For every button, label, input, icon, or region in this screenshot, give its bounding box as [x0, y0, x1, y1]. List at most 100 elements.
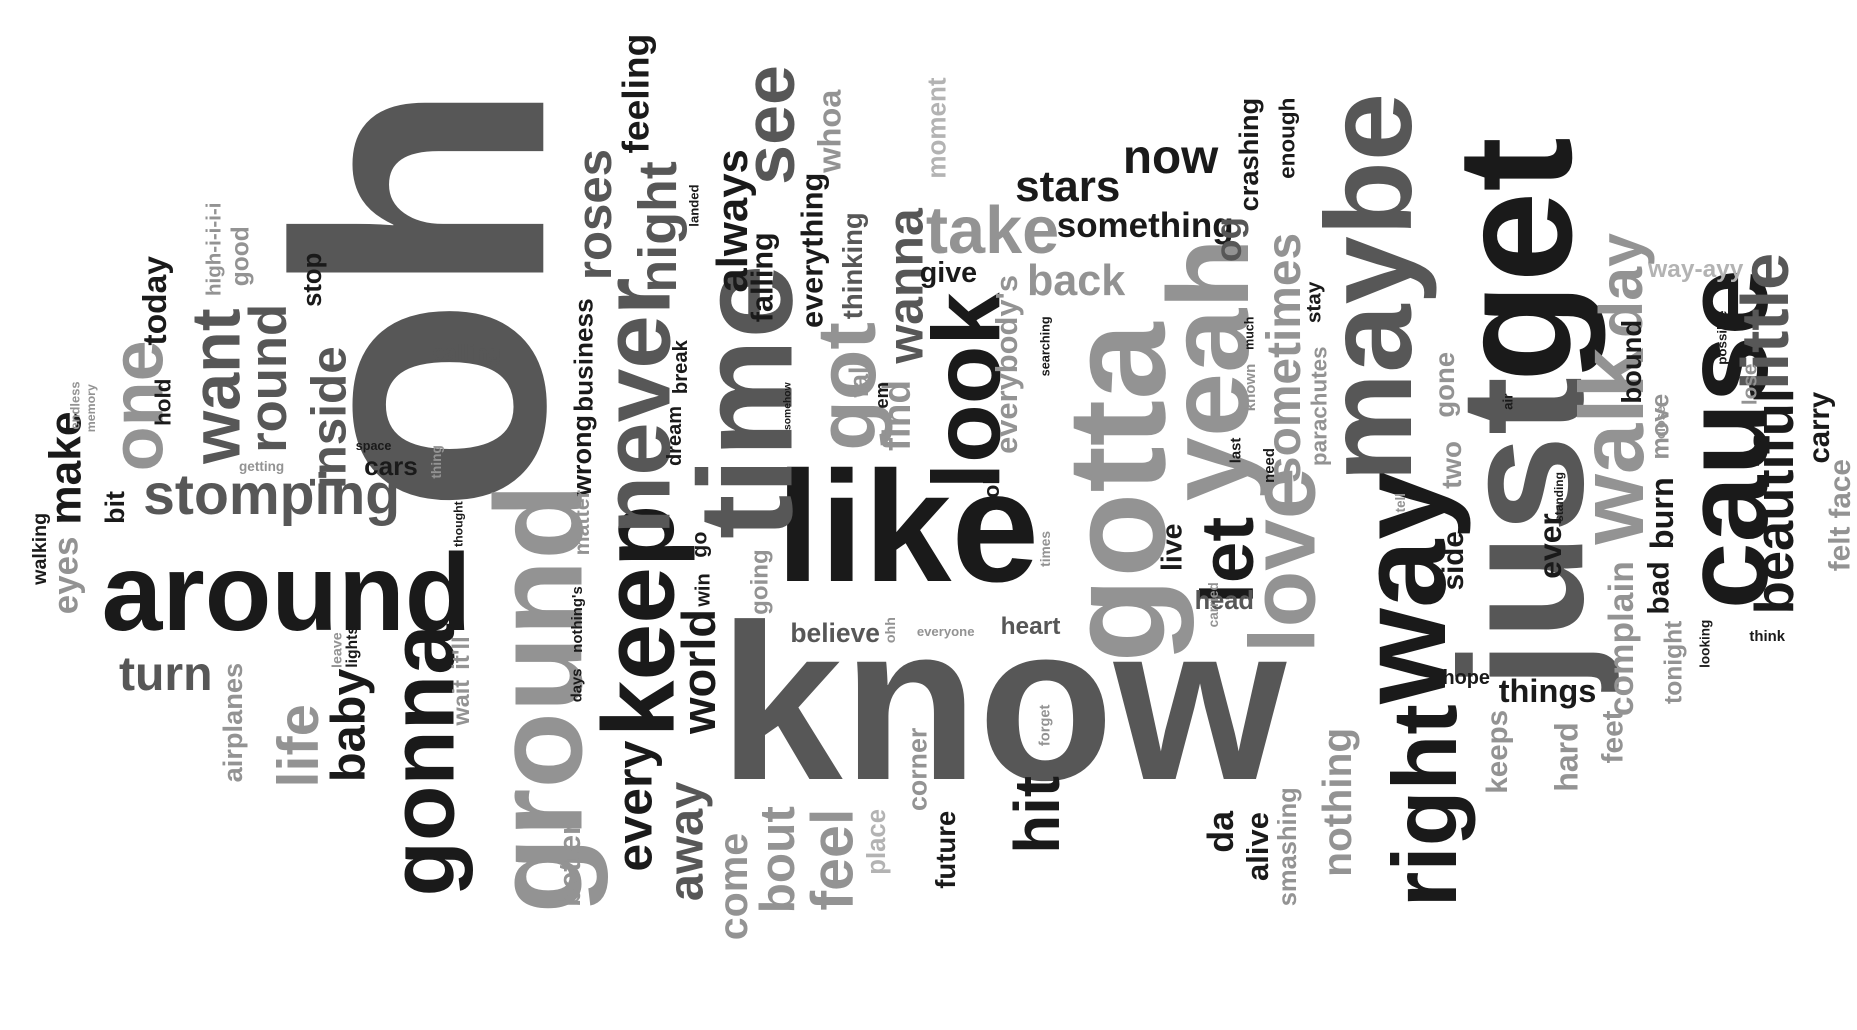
word-forget: forget: [1037, 704, 1054, 746]
word-bound: bound: [1616, 319, 1648, 404]
word-complain: complain: [1602, 561, 1642, 717]
word-believe: believe: [790, 618, 880, 649]
word-lights: lights: [344, 626, 362, 669]
word-think: think: [1749, 628, 1786, 645]
word-feeling: feeling: [614, 33, 657, 154]
word-everything: everything: [793, 172, 829, 329]
word-eyes: eyes: [46, 537, 86, 615]
word-place: place: [862, 808, 891, 875]
word-break: break: [669, 340, 692, 395]
word-around: around: [101, 532, 472, 655]
word-og: og: [1208, 217, 1250, 263]
word-cars: cars: [364, 451, 418, 482]
word-tell: tell: [1393, 492, 1409, 513]
word-come: come: [709, 833, 756, 941]
word-better: better: [553, 823, 587, 908]
word-burn: burn: [1644, 477, 1681, 550]
word-fall: fall: [844, 359, 875, 399]
word-corner: corner: [901, 728, 932, 812]
word-things: things: [1498, 673, 1597, 710]
word-ever: ever: [1532, 513, 1569, 579]
word-like: like: [776, 439, 1040, 616]
word-possible: possible: [1714, 310, 1730, 365]
word-head: head: [1194, 587, 1254, 616]
word-now: now: [1122, 131, 1219, 185]
word-dream: dream: [663, 405, 686, 466]
word-today: today: [136, 256, 174, 346]
word-matter: matter: [570, 489, 595, 555]
word-life: life: [266, 704, 331, 788]
word-going: going: [746, 549, 774, 615]
word-heart: heart: [1000, 613, 1061, 641]
word-stomping: stomping: [143, 462, 401, 527]
word-thinking: thinking: [836, 212, 868, 320]
word-world: world: [673, 608, 726, 734]
word-win: win: [692, 572, 715, 607]
word-bad: bad: [1643, 561, 1677, 615]
word-turn: turn: [118, 647, 213, 702]
word-days: days: [569, 668, 586, 702]
word-live: live: [1156, 523, 1189, 571]
word-business: business: [568, 298, 599, 412]
word-two: two: [1436, 441, 1468, 490]
word-hold: hold: [150, 378, 176, 426]
word-roses: roses: [568, 149, 623, 281]
word-searching: searching: [1037, 315, 1053, 376]
word-back: back: [1026, 257, 1126, 306]
word-future: future: [930, 811, 962, 890]
word-need: need: [1262, 448, 1279, 483]
word-hope: hope: [1442, 667, 1490, 690]
word-somehow: somehow: [783, 382, 795, 430]
word-give: give: [919, 256, 978, 289]
word-thought: thought: [451, 501, 466, 547]
word-parachutes: parachutes: [1306, 346, 1332, 466]
word-leave: leave: [329, 632, 346, 669]
word-smashing: smashing: [1273, 787, 1302, 907]
word-calling: calling: [432, 340, 502, 366]
word-endless: endless: [68, 381, 84, 430]
word-ok: ok: [979, 471, 1005, 498]
word-something: something: [1056, 206, 1234, 246]
word-stop: stop: [299, 252, 328, 307]
word-round: round: [239, 304, 299, 454]
word-feel: feel: [798, 809, 866, 912]
word-known: known: [1242, 364, 1260, 412]
word-much: much: [1242, 316, 1257, 350]
word-right: right: [1374, 704, 1477, 908]
word-it-ll: it'll: [447, 636, 475, 671]
word-away: away: [659, 781, 714, 902]
word-times: times: [1038, 530, 1054, 567]
word-go: go: [687, 531, 712, 558]
word-lose: lose: [1738, 364, 1762, 406]
word-everyone: everyone: [916, 623, 975, 639]
word-enough: enough: [1274, 97, 1300, 179]
word-carry: carry: [1803, 391, 1837, 464]
word-everybody-s: everybody's: [989, 274, 1025, 454]
word-last: last: [1228, 437, 1245, 464]
word-nothing: nothing: [1314, 727, 1361, 878]
word-baby: baby: [321, 668, 376, 782]
word-beautiful: beautiful: [1743, 388, 1805, 615]
word-landed: landed: [686, 184, 702, 228]
word-night: night: [627, 160, 688, 293]
word-bout: bout: [749, 805, 805, 914]
word-good: good: [228, 226, 256, 287]
word-airplanes: airplanes: [217, 662, 249, 782]
word-bit: bit: [100, 490, 131, 524]
word-high-i-i-i-i: high-i-i-i-i: [202, 202, 226, 296]
word-moment: moment: [921, 77, 952, 179]
word-every: every: [606, 740, 663, 872]
word-em: em: [871, 381, 893, 409]
word-way-ayy: way-ayy: [1648, 255, 1744, 283]
word-side: side: [1437, 531, 1471, 591]
word-memory: memory: [83, 384, 98, 433]
word-alive: alive: [1239, 811, 1275, 881]
word-face: face: [1823, 459, 1857, 519]
word-crashing: crashing: [1233, 97, 1265, 212]
word-walking: walking: [28, 512, 51, 585]
word-looking: looking: [1697, 620, 1713, 669]
word-thing: thing: [429, 444, 445, 479]
word-get: get: [1422, 137, 1606, 383]
word-close: close: [1652, 405, 1668, 439]
word-stars: stars: [1015, 162, 1121, 212]
